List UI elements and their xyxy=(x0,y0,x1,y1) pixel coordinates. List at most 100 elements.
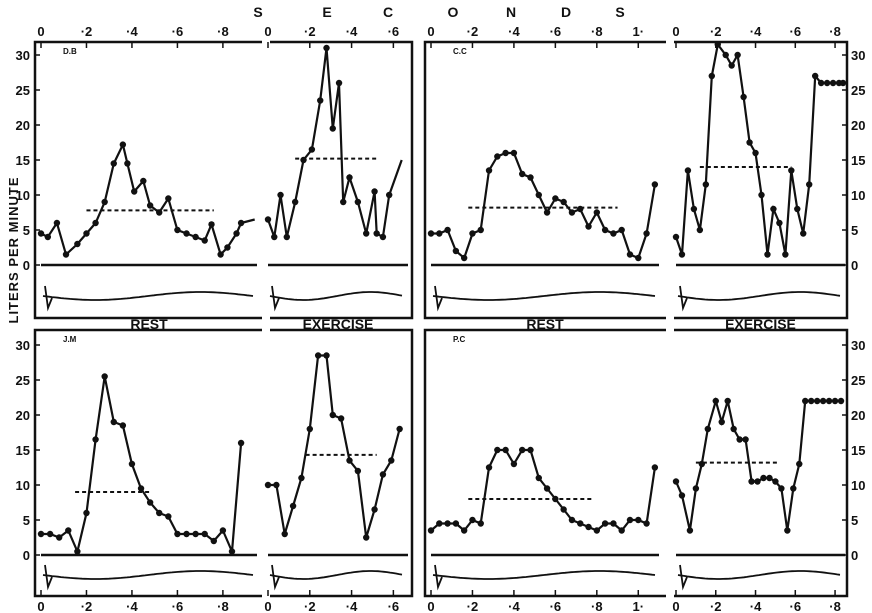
y-tick-label: 20 xyxy=(16,118,30,133)
flow-point xyxy=(728,62,735,69)
flow-point xyxy=(237,439,245,447)
flow-point xyxy=(772,478,779,485)
flow-point xyxy=(643,520,650,527)
flow-point xyxy=(174,226,181,234)
flow-point xyxy=(535,191,542,199)
y-tick-label: 30 xyxy=(16,338,30,353)
flow-point xyxy=(131,188,138,195)
subject-label: D.B xyxy=(63,47,77,56)
flow-point xyxy=(766,474,773,482)
flow-point xyxy=(696,226,704,234)
flow-point xyxy=(452,520,460,527)
seconds-letter: O xyxy=(448,4,459,20)
flow-point xyxy=(452,247,460,255)
seconds-letter: D xyxy=(561,4,571,20)
flow-point xyxy=(329,125,336,132)
flow-point xyxy=(354,467,362,475)
flow-point xyxy=(436,230,443,237)
flow-point xyxy=(363,534,370,541)
flow-point xyxy=(811,72,819,80)
ecg-trace xyxy=(42,570,254,580)
x-tick-label: ·8 xyxy=(217,24,229,39)
flow-point xyxy=(817,79,825,87)
flow-series-line xyxy=(268,354,401,538)
y-tick-label: 30 xyxy=(851,48,865,63)
flow-point xyxy=(643,230,650,237)
flow-point xyxy=(201,237,208,244)
flow-point xyxy=(760,474,767,482)
flow-point xyxy=(137,485,145,492)
subpanel: 0 ·2 ·4 ·6 ·8 xyxy=(672,396,845,613)
ecg-trace xyxy=(432,570,656,580)
flow-point xyxy=(782,251,789,258)
flow-point xyxy=(233,230,240,237)
ecg-spike xyxy=(271,564,280,591)
flow-series-line xyxy=(431,151,656,260)
x-tick-label: ·2 xyxy=(710,24,722,39)
flow-point xyxy=(128,460,136,468)
flow-point xyxy=(519,446,526,454)
y-tick-label: 15 xyxy=(851,443,865,458)
flow-point xyxy=(678,251,686,258)
x-tick-label: 0 xyxy=(264,24,271,39)
subpanel: 0 ·2 ·4 ·6 ·8 EXERCISE xyxy=(672,24,847,332)
panel-gap xyxy=(262,40,270,320)
flow-point xyxy=(610,520,617,527)
flow-point xyxy=(146,499,154,506)
x-tick-label: ·6 xyxy=(388,24,400,39)
flow-point xyxy=(510,149,518,157)
flow-point xyxy=(146,202,154,209)
y-tick-label: 15 xyxy=(16,153,30,168)
subpanel: 0 ·2 ·4 ·6 EXERCISE xyxy=(264,24,408,332)
flow-point xyxy=(210,537,217,545)
panel-frame xyxy=(423,40,849,320)
flow-point xyxy=(585,223,592,230)
flow-point xyxy=(535,474,542,482)
flow-point xyxy=(119,141,127,148)
x-tick-label: ·4 xyxy=(126,24,138,39)
flow-point xyxy=(672,233,680,241)
flow-point xyxy=(156,209,163,216)
x-tick-label: ·4 xyxy=(508,599,520,613)
y-tick-label: 10 xyxy=(16,188,30,203)
x-tick-label: 0 xyxy=(427,24,434,39)
flow-point xyxy=(618,527,625,534)
y-tick-label: 0 xyxy=(851,548,858,563)
y-tick-label: 10 xyxy=(16,478,30,493)
flow-point xyxy=(92,219,99,227)
flow-point xyxy=(686,527,694,534)
flow-point xyxy=(635,516,642,524)
flow-point xyxy=(140,177,147,185)
flow-point xyxy=(323,44,330,52)
flow-point xyxy=(788,167,795,174)
flow-point xyxy=(764,251,771,258)
flow-point xyxy=(281,530,288,538)
flow-point xyxy=(396,425,403,433)
x-tick-label: ·8 xyxy=(591,24,603,39)
flow-point xyxy=(192,530,199,538)
flow-point xyxy=(552,195,559,202)
y-tick-label: 20 xyxy=(16,408,30,423)
x-tick-label: ·2 xyxy=(467,24,479,39)
flow-point xyxy=(740,93,747,101)
ecg-trace xyxy=(269,570,403,580)
flow-point xyxy=(110,160,117,167)
flow-point xyxy=(651,181,659,188)
flow-point xyxy=(264,481,272,489)
flow-point xyxy=(577,205,584,213)
condition-label: REST xyxy=(526,316,564,332)
flow-point xyxy=(746,139,753,146)
flow-point xyxy=(704,425,712,433)
flow-point xyxy=(44,233,52,241)
flow-point xyxy=(568,209,576,216)
x-tick-label: ·4 xyxy=(346,599,358,613)
flow-point xyxy=(593,527,601,534)
flow-point xyxy=(601,226,609,234)
x-tick-label: ·2 xyxy=(81,24,93,39)
flow-point xyxy=(264,216,272,223)
x-tick-label: 0 xyxy=(427,599,434,613)
flow-point xyxy=(519,170,526,178)
flow-point xyxy=(770,205,777,213)
flow-point xyxy=(722,51,729,59)
seconds-letter: S xyxy=(253,4,262,20)
